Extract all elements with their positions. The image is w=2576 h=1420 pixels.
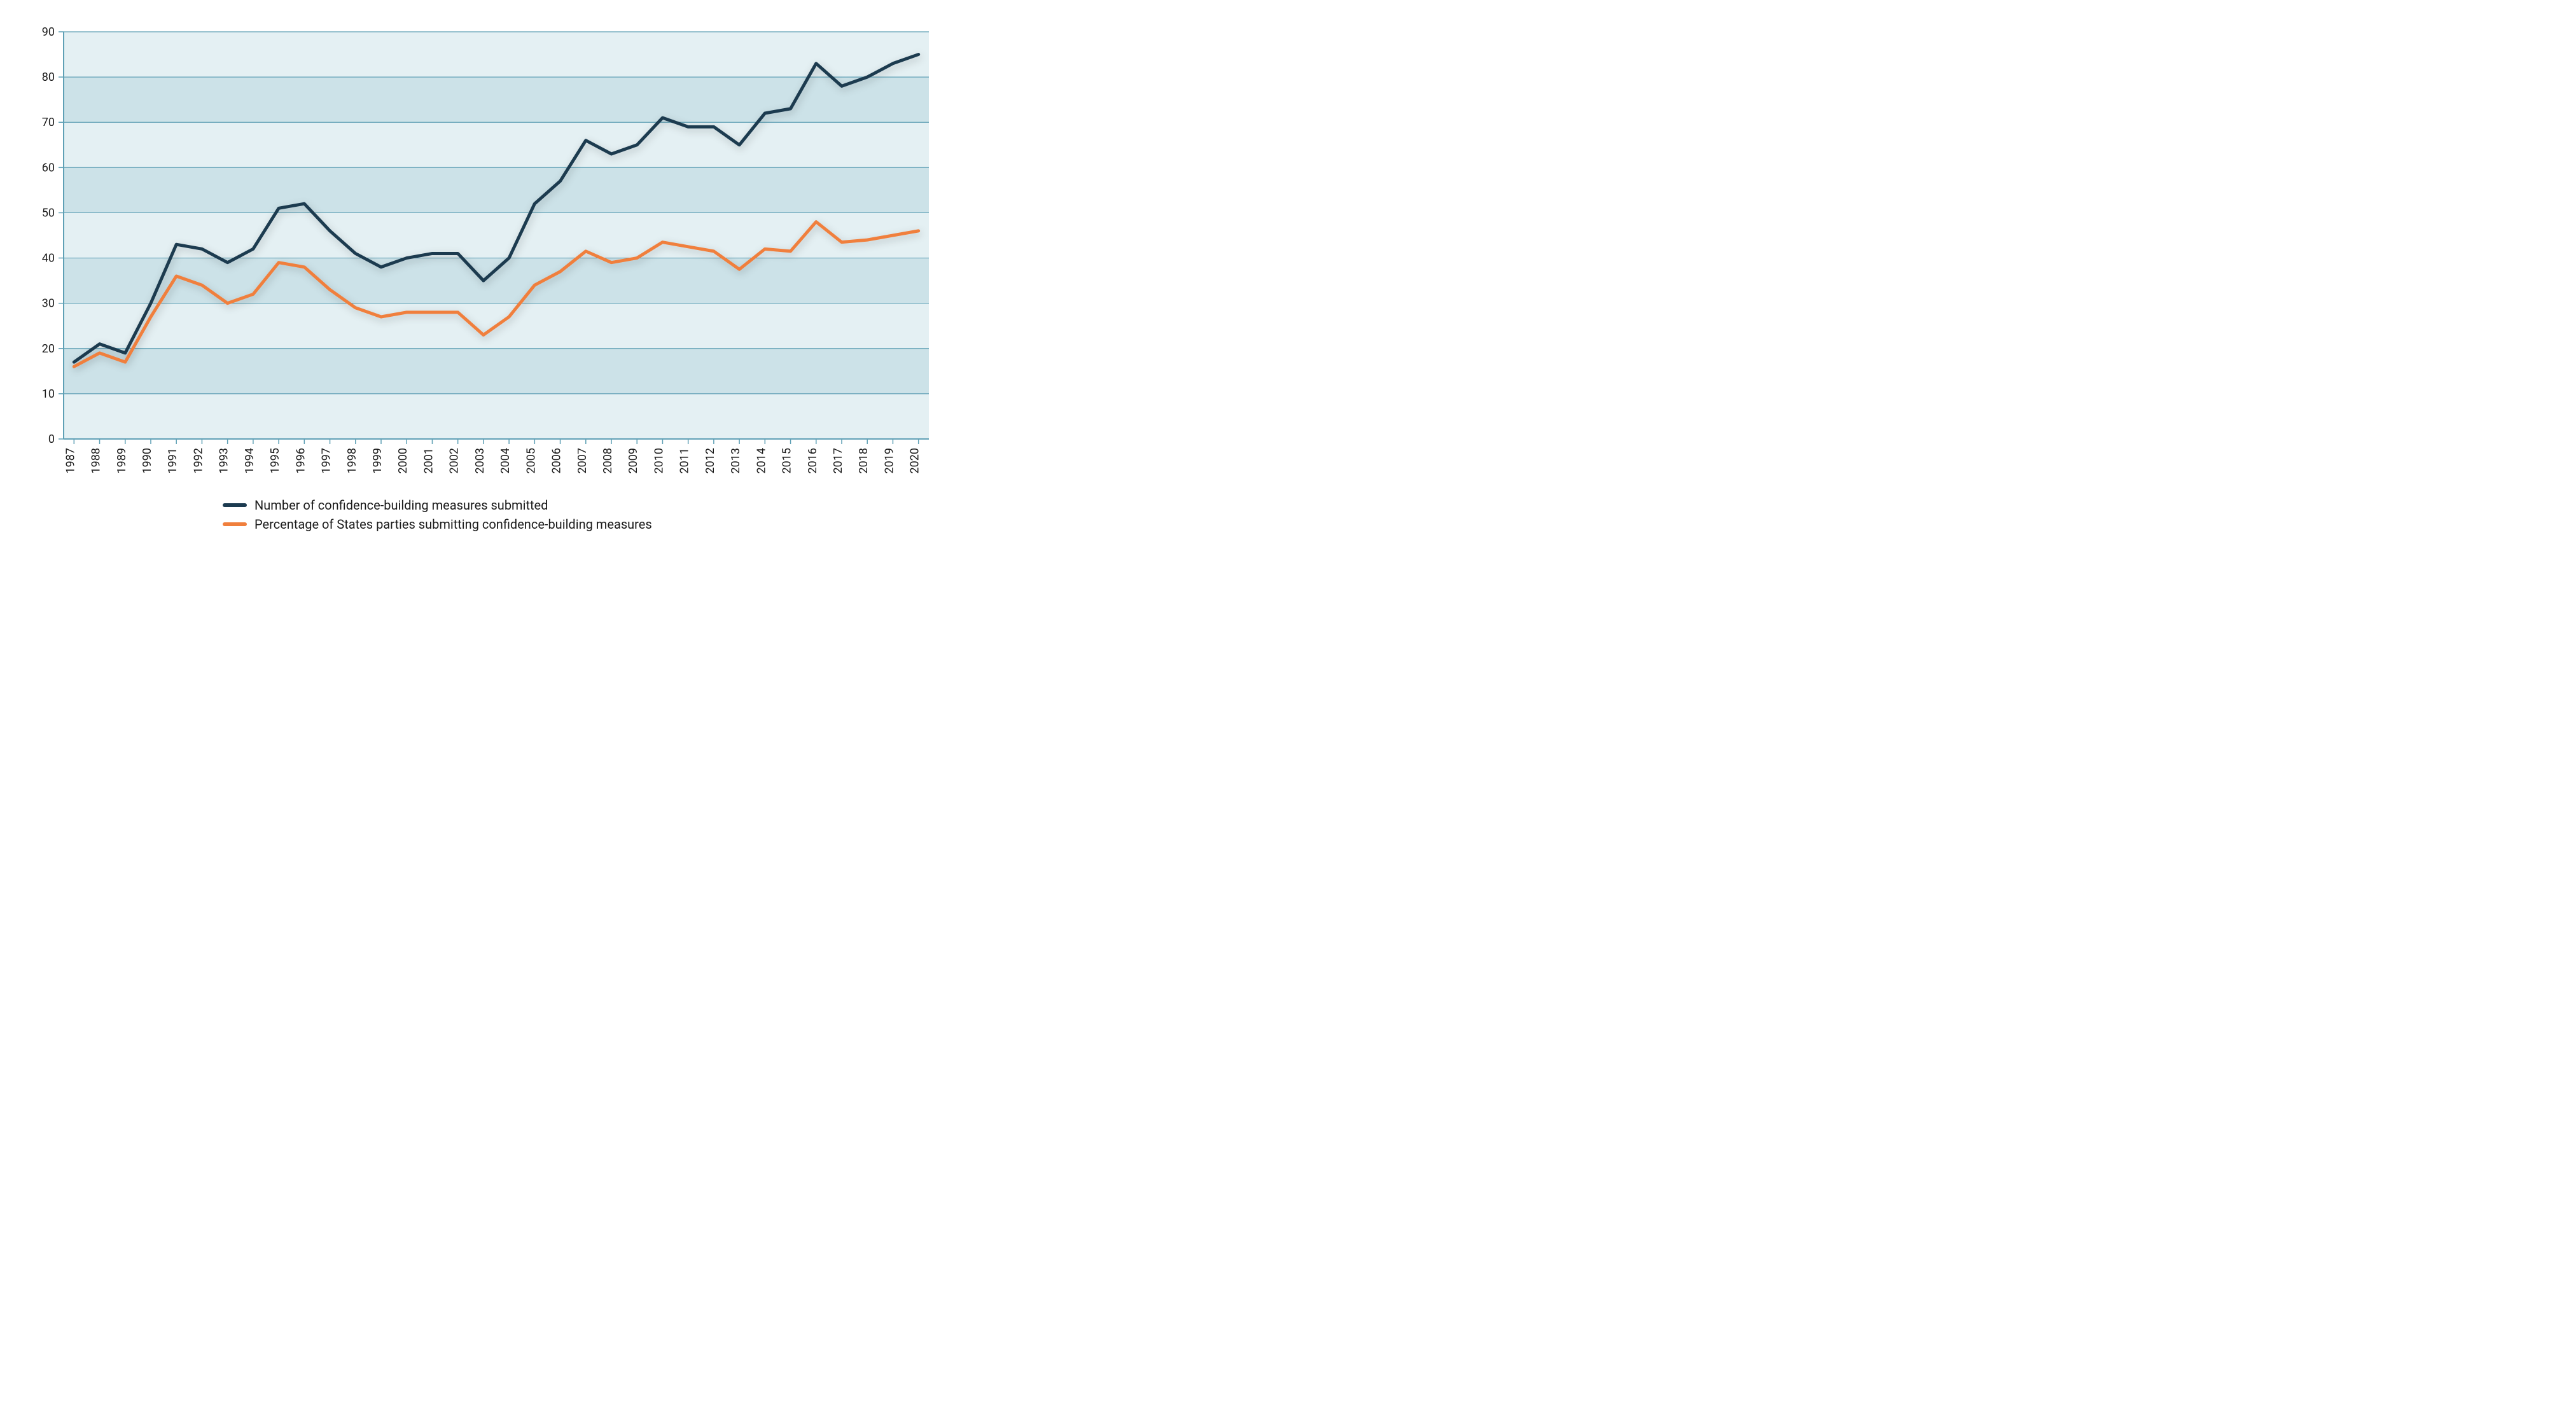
- svg-text:2002: 2002: [448, 448, 461, 473]
- svg-text:1993: 1993: [218, 448, 231, 473]
- svg-text:1995: 1995: [268, 448, 282, 473]
- legend-label-2: Percentage of States parties submitting …: [254, 517, 652, 532]
- legend-swatch-2: [223, 522, 247, 526]
- svg-text:2001: 2001: [422, 448, 435, 473]
- svg-text:2016: 2016: [806, 448, 819, 473]
- svg-text:2017: 2017: [832, 448, 845, 473]
- legend-item-1: Number of confidence-building measures s…: [223, 498, 548, 513]
- svg-text:2020: 2020: [909, 448, 922, 473]
- legend: Number of confidence-building measures s…: [223, 498, 2557, 532]
- svg-text:1990: 1990: [141, 448, 154, 473]
- svg-text:2010: 2010: [652, 448, 665, 473]
- svg-text:1992: 1992: [191, 448, 205, 473]
- svg-text:1996: 1996: [294, 448, 307, 473]
- svg-text:2008: 2008: [601, 448, 615, 473]
- svg-text:1998: 1998: [345, 448, 359, 473]
- svg-text:2019: 2019: [882, 448, 896, 473]
- svg-text:1997: 1997: [320, 448, 333, 473]
- svg-text:1999: 1999: [371, 448, 384, 473]
- svg-text:2013: 2013: [729, 448, 742, 473]
- svg-text:2012: 2012: [704, 448, 717, 473]
- svg-text:2018: 2018: [857, 448, 870, 473]
- svg-text:60: 60: [42, 161, 55, 174]
- svg-text:2009: 2009: [627, 448, 640, 473]
- svg-text:2007: 2007: [576, 448, 589, 473]
- legend-item-2: Percentage of States parties submitting …: [223, 517, 652, 532]
- svg-text:0: 0: [48, 433, 55, 446]
- svg-text:40: 40: [42, 252, 55, 265]
- svg-text:2003: 2003: [473, 448, 487, 473]
- svg-text:2014: 2014: [755, 448, 768, 473]
- svg-text:2000: 2000: [396, 448, 410, 473]
- svg-text:70: 70: [42, 116, 55, 129]
- svg-text:90: 90: [42, 25, 55, 39]
- svg-text:50: 50: [42, 206, 55, 219]
- svg-text:2011: 2011: [678, 448, 692, 473]
- svg-text:1989: 1989: [115, 448, 129, 473]
- legend-label-1: Number of confidence-building measures s…: [254, 498, 548, 513]
- svg-text:2006: 2006: [550, 448, 564, 473]
- svg-text:20: 20: [42, 342, 55, 356]
- legend-swatch-1: [223, 503, 247, 507]
- svg-text:2015: 2015: [781, 448, 794, 473]
- svg-text:80: 80: [42, 71, 55, 84]
- svg-text:30: 30: [42, 297, 55, 310]
- svg-text:1991: 1991: [166, 448, 179, 473]
- svg-text:1988: 1988: [90, 448, 103, 473]
- line-chart: 0 10 20 30 40 50 60 70 80 90 1987 1988 1989 1990 1991 1…: [19, 19, 942, 484]
- chart-container: 0 10 20 30 40 50 60 70 80 90 1987 1988 1989 1990 1991 1…: [19, 19, 2557, 532]
- svg-text:1987: 1987: [64, 448, 77, 473]
- svg-text:2005: 2005: [524, 448, 538, 473]
- svg-text:10: 10: [42, 387, 55, 401]
- svg-text:2004: 2004: [499, 448, 512, 473]
- svg-text:1994: 1994: [243, 448, 256, 473]
